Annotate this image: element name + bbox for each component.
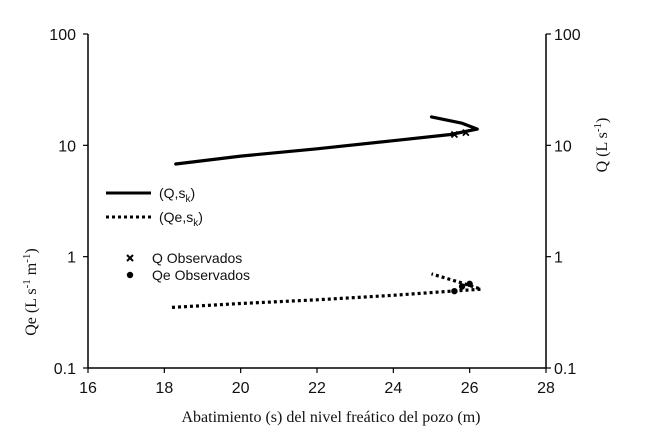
left-y-axis-title: Qe (L s-1 m-1) (21, 248, 40, 336)
observed-q-marker (450, 130, 459, 139)
x-tick-label: 20 (232, 380, 250, 397)
legend-label-qe-sk: (Qe,sk) (159, 209, 203, 229)
legend: (Q,sk) (Qe,sk) Q Observados Qe Observado… (106, 185, 250, 283)
x-tick-label: 18 (155, 380, 173, 397)
y-right-tick-label: 10 (554, 138, 572, 155)
series-q-sk-line (174, 115, 479, 166)
observed-q-marker (462, 129, 470, 137)
y-axis-ticks: 0.1 1 10 100 0.1 1 10 100 (49, 27, 581, 378)
x-axis-ticks: 16 18 20 22 24 26 28 (79, 368, 555, 397)
legend-label-q-observed: Q Observados (152, 250, 242, 266)
series-qe-sk-line (171, 272, 483, 309)
x-tick-label: 26 (461, 380, 479, 397)
y-right-tick-label: 100 (554, 27, 581, 44)
svg-text:Qe (L s-1 m-1): Qe (L s-1 m-1) (21, 248, 40, 336)
right-y-axis-title: Q (L s-1) (592, 118, 611, 173)
x-tick-label: 24 (384, 380, 402, 397)
svg-text:Q (L s-1): Q (L s-1) (592, 118, 611, 173)
x-tick-label: 22 (308, 380, 326, 397)
y-left-tick-label: 1 (67, 250, 76, 267)
x-tick-label: 16 (79, 380, 97, 397)
observed-qe-marker (466, 280, 473, 288)
y-left-tick-label: 10 (58, 138, 76, 155)
series-layer (171, 115, 483, 309)
legend-marker-dot (126, 271, 134, 279)
observed-markers (450, 129, 473, 295)
y-right-tick-label: 1 (554, 250, 563, 267)
x-tick-label: 28 (537, 380, 555, 397)
legend-marker-x (126, 254, 134, 262)
legend-label-q-sk: (Q,sk) (159, 185, 195, 205)
observed-qe-marker (451, 287, 458, 295)
y-right-tick-label: 0.1 (554, 361, 576, 378)
x-axis-title: Abatimiento (s) del nivel freático del p… (181, 409, 480, 426)
y-left-tick-label: 100 (49, 27, 76, 44)
legend-label-qe-observed: Qe Observados (152, 267, 250, 283)
y-left-tick-label: 0.1 (54, 361, 76, 378)
observed-qe-marker (458, 283, 466, 290)
